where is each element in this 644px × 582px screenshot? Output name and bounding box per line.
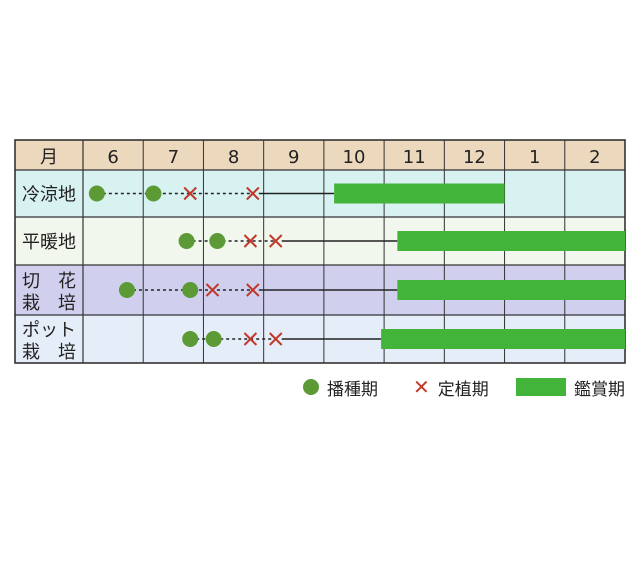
legend-sowing-label: 播種期 <box>327 379 378 400</box>
bloom-bar <box>381 329 625 349</box>
sowing-dot <box>182 331 199 347</box>
sowing-dot-icon <box>303 379 319 395</box>
planting-cross <box>243 332 258 346</box>
row-label: 平暖地 <box>22 232 76 253</box>
bloom-bar <box>397 280 625 300</box>
month-label-10: 10 <box>343 147 366 168</box>
month-label-6: 6 <box>107 147 118 168</box>
month-label-12: 12 <box>463 147 486 168</box>
planting-cross <box>246 283 260 297</box>
bloom-bar <box>397 231 625 251</box>
month-label-11: 11 <box>403 147 426 168</box>
header-row <box>15 140 625 170</box>
legend-bloom: 鑑賞期 <box>516 374 625 400</box>
legend-planting: ✕ 定植期 <box>413 374 489 400</box>
month-label-8: 8 <box>228 147 239 168</box>
bloom-bar-icon <box>516 378 566 396</box>
planting-cross-icon: ✕ <box>413 375 430 399</box>
planting-cross <box>205 283 220 297</box>
header-corner-label: 月 <box>40 147 58 168</box>
sowing-dot <box>209 233 226 249</box>
month-label-1: 1 <box>529 147 540 168</box>
table-border <box>14 139 626 364</box>
row-label: 冷涼地 <box>22 185 76 206</box>
sowing-dot <box>178 233 195 249</box>
sowing-dot <box>205 331 222 347</box>
month-label-2: 2 <box>589 147 600 168</box>
month-label-7: 7 <box>168 147 179 168</box>
planting-cross <box>183 186 197 201</box>
bloom-bar <box>334 183 505 204</box>
legend-planting-label: 定植期 <box>437 379 489 400</box>
row-label: 栽 培 <box>22 342 76 363</box>
legend-sowing: 播種期 <box>303 374 378 400</box>
sowing-dot <box>145 185 162 202</box>
sowing-dot <box>88 185 105 202</box>
planting-cross <box>246 186 260 201</box>
planting-cross <box>269 332 283 346</box>
planting-cross <box>269 234 283 248</box>
row-label: 切 花 <box>22 271 76 292</box>
sowing-dot <box>118 282 135 298</box>
planting-cross <box>243 234 258 248</box>
sowing-dot <box>182 282 199 298</box>
legend-bloom-label: 鑑賞期 <box>574 379 625 400</box>
row-label: 栽 培 <box>22 293 76 314</box>
month-label-9: 9 <box>288 147 299 168</box>
row-label: ポット <box>22 320 76 341</box>
